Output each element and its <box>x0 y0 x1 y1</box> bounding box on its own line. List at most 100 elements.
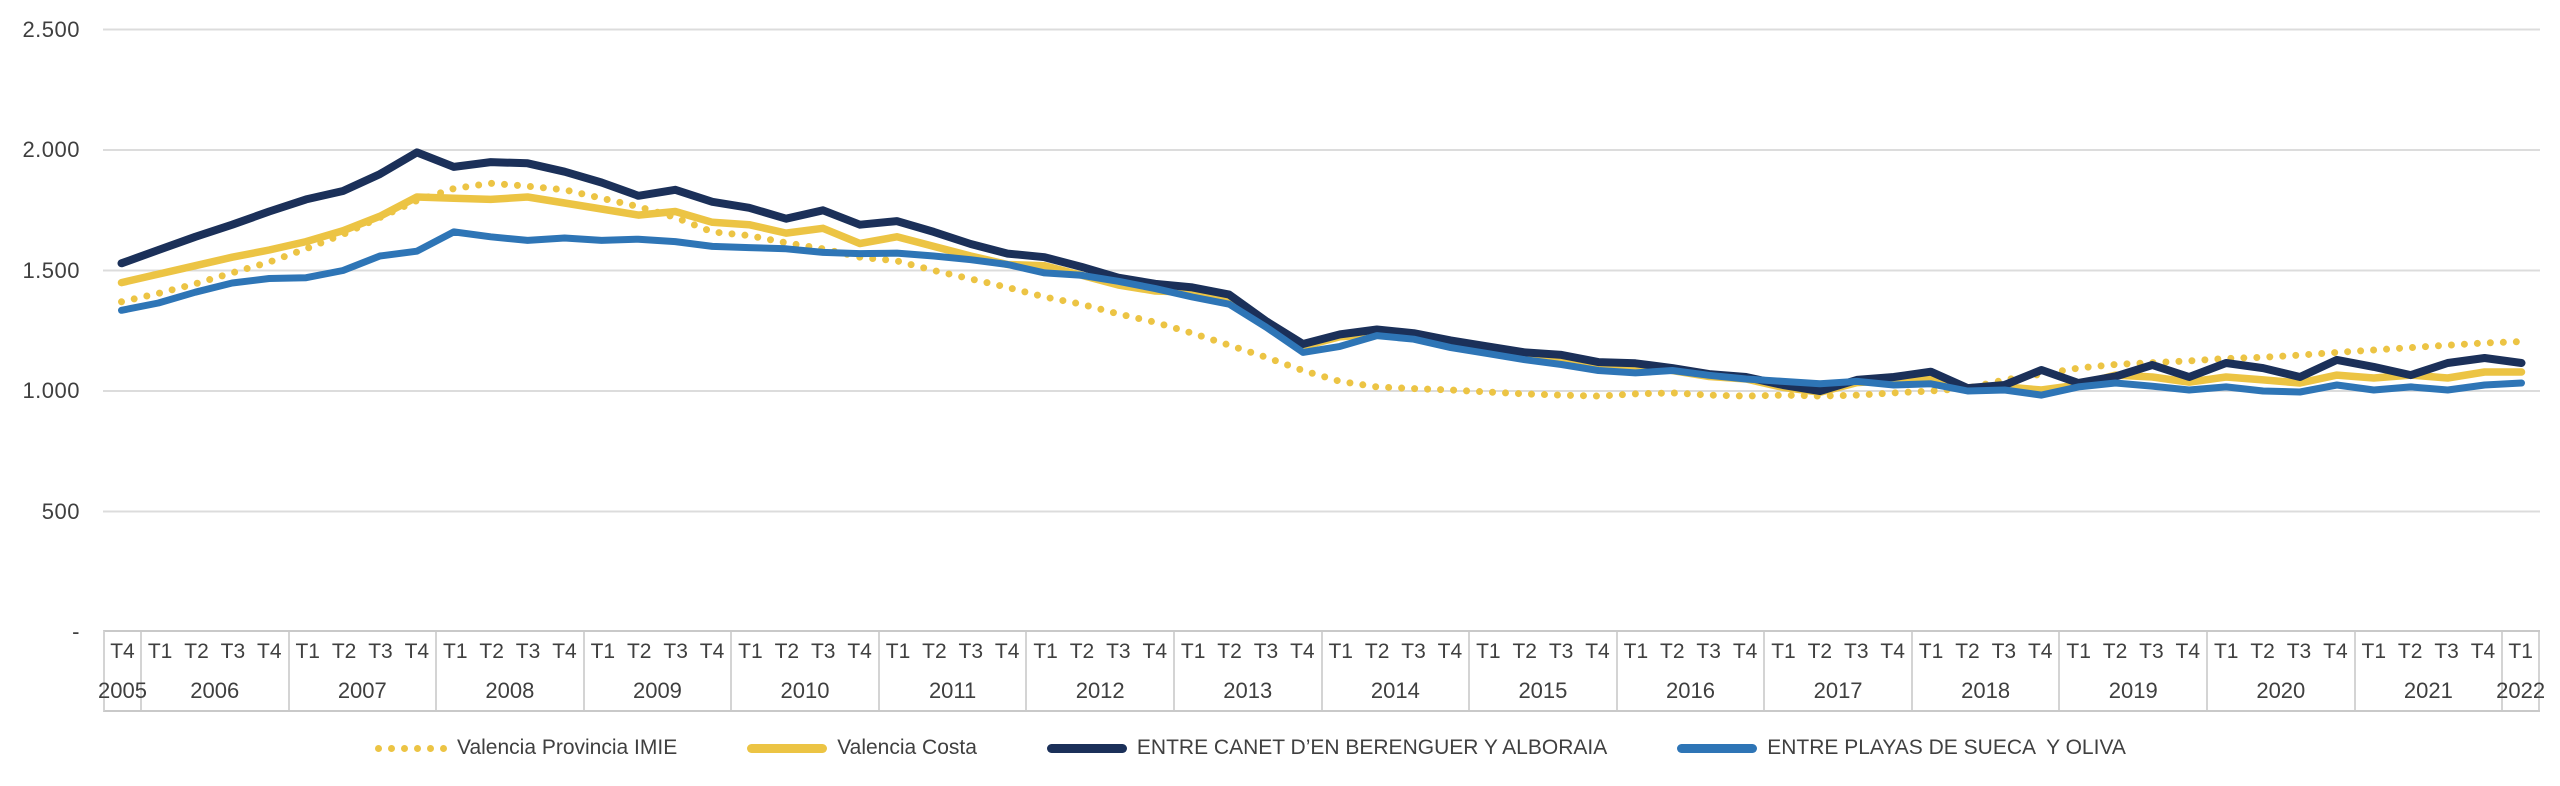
x-axis-year-group: T1 T2 T3 T4 2016 <box>1618 632 1766 710</box>
x-axis-year-group: T1 T2 T3 T4 2010 <box>732 632 880 710</box>
x-axis-quarter-label: T1 <box>1476 640 1501 664</box>
x-axis-quarter-label: T1 <box>885 640 911 664</box>
x-axis-quarter-label: T3 <box>1991 640 2017 664</box>
x-axis-quarter-label: T1 <box>1918 640 1944 664</box>
x-axis-quarter-label: T2 <box>1364 640 1390 664</box>
x-axis-year-label: 2008 <box>485 678 535 704</box>
x-axis-quarter-label: T3 <box>2286 640 2312 664</box>
series-line-2 <box>117 193 2526 396</box>
x-axis-quarter-label: T3 <box>1253 640 1279 664</box>
x-axis-quarter-label: T4 <box>1290 640 1315 664</box>
x-axis-quarter-label: T1 <box>147 640 173 664</box>
x-axis-year-group: T1 T2 T3 T4 2009 <box>585 632 733 710</box>
x-axis-quarter-label: T4 <box>257 640 282 664</box>
x-axis-quarter-label: T3 <box>1548 640 1574 664</box>
x-axis-quarter-label: T2 <box>1955 640 1980 664</box>
x-axis-quarter-label: T3 <box>1696 640 1721 664</box>
x-axis-quarter-label: T2 <box>184 640 209 664</box>
x-axis-year-group: T1 T2 T3 T4 2007 <box>290 632 438 710</box>
legend-dot <box>401 744 408 752</box>
legend-label: ENTRE PLAYAS DE SUECA Y OLIVA <box>1767 736 2126 759</box>
x-axis-quarter-label: T2 <box>922 640 947 664</box>
x-axis-quarter-label: T4 <box>847 640 872 664</box>
legend-line-swatch <box>1677 743 1758 753</box>
y-axis-tick-label: 1.500 <box>22 257 80 283</box>
x-axis-year-label: 2007 <box>337 678 387 704</box>
x-axis-quarter-label: T2 <box>2102 640 2128 664</box>
x-axis-quarter-label: T3 <box>515 640 541 664</box>
x-axis-quarter-label: T3 <box>2434 640 2459 664</box>
x-axis-quarter-label: T4 <box>110 640 135 664</box>
x-axis-year-group: T1 T2 T3 T4 2006 <box>142 632 290 710</box>
x-axis-quarter-label: T3 <box>1401 640 1426 664</box>
x-axis-quarter-label: T1 <box>2361 640 2387 664</box>
x-axis-quarter-label: T4 <box>404 640 430 664</box>
legend-label: ENTRE CANET D’EN BERENGUER Y ALBORAIA <box>1136 736 1608 759</box>
legend-label: Valencia Costa <box>837 736 977 759</box>
x-axis-quarter-label: T2 <box>774 640 800 664</box>
x-axis-year-group: T1 T2 T3 T4 2011 <box>880 632 1028 710</box>
legend-dotted-line-swatch <box>375 744 447 752</box>
series-line-4 <box>118 228 2525 399</box>
x-axis-quarter-label: T1 <box>2066 640 2091 664</box>
x-axis-quarter-label: T2 <box>2397 640 2423 664</box>
x-axis-quarter-label: T4 <box>2470 640 2496 664</box>
x-axis-quarter-label: T3 <box>663 640 688 664</box>
x-axis-year-group: T4 2005 <box>97 632 147 710</box>
y-axis-tick-label: 1.000 <box>22 378 80 403</box>
legend-item: Valencia Costa <box>747 736 977 760</box>
x-axis-quarter-label: T2 <box>1807 640 1833 664</box>
y-axis-tick-label: - <box>72 619 80 644</box>
x-axis-quarter-label: T1 <box>2213 640 2239 664</box>
legend-item: ENTRE PLAYAS DE SUECA Y OLIVA <box>1677 736 2126 760</box>
x-axis: T4 2005 T1 T2 T3 T4 2006 T1 T2 T3 T4 2007 T1 T2 T3 T4 20… <box>97 630 2546 712</box>
x-axis-quarter-label: T3 <box>958 640 984 664</box>
x-axis-quarter-label: T3 <box>1106 640 1131 664</box>
x-axis-quarter-label: T2 <box>1217 640 1242 664</box>
x-axis-year-group: T1 T2 T3 T4 2012 <box>1027 632 1175 710</box>
x-axis-quarter-label: T4 <box>1880 640 1905 664</box>
y-axis-tick-label: 2.500 <box>22 16 80 42</box>
x-axis-quarter-label: T4 <box>552 640 577 664</box>
legend-item: ENTRE CANET D’EN BERENGUER Y ALBORAIA <box>1046 736 1608 760</box>
x-axis-year-label: 2021 <box>2403 678 2453 704</box>
x-axis-year-group: T1 T2 T3 T4 2015 <box>1470 632 1618 710</box>
x-axis-year-group: T1 T2 T3 T4 2020 <box>2208 632 2356 710</box>
y-axis-tick-label: 2.000 <box>22 137 80 162</box>
x-axis-year-label: 2014 <box>1370 678 1420 704</box>
x-axis-quarter-label: T2 <box>1660 640 1685 664</box>
x-axis-year-group: T1 T2 T3 T4 2017 <box>1765 632 1913 710</box>
x-axis-quarter-label: T2 <box>2250 640 2275 664</box>
x-axis-quarter-label: T1 <box>590 640 616 664</box>
x-axis-year-label: 2017 <box>1813 678 1863 704</box>
x-axis-quarter-label: T2 <box>1512 640 1537 664</box>
x-axis-year-label: 2005 <box>97 678 147 704</box>
x-axis-year-label: 2020 <box>2256 678 2306 704</box>
x-axis-year-group: T1 T2 T3 T4 2021 <box>2356 632 2504 710</box>
series-line-3 <box>117 148 2526 395</box>
x-axis-quarter-label: T4 <box>2027 640 2053 664</box>
legend-dot <box>440 744 447 752</box>
x-axis-quarter-label: T4 <box>2175 640 2201 664</box>
series-line-1 <box>118 179 2525 400</box>
x-axis-quarter-label: T1 <box>2508 640 2533 664</box>
legend-label: Valencia Provincia IMIE <box>457 736 678 759</box>
x-axis-quarter-label: T3 <box>368 640 393 664</box>
legend-dot <box>427 744 434 752</box>
x-axis-quarter-label: T4 <box>1437 640 1463 664</box>
x-axis-quarter-label: T1 <box>295 640 320 664</box>
x-axis-year-group: T1 T2 T3 T4 2013 <box>1175 632 1323 710</box>
y-axis-tick-label: 500 <box>41 498 80 524</box>
x-axis-quarter-label: T1 <box>443 640 468 664</box>
x-axis-year-group: T1 T2 T3 T4 2008 <box>437 632 585 710</box>
x-axis-year-label: 2019 <box>2108 678 2158 704</box>
x-axis-quarter-label: T4 <box>699 640 725 664</box>
x-axis-year-label: 2022 <box>2496 678 2546 704</box>
x-axis-year-label: 2018 <box>1961 678 2011 704</box>
legend-line-swatch <box>747 743 828 753</box>
x-axis-year-group: T1 T2 T3 T4 2019 <box>2060 632 2209 710</box>
x-axis-quarter-label: T1 <box>1623 640 1649 664</box>
x-axis-quarter-label: T4 <box>2323 640 2348 664</box>
x-axis-quarter-label: T1 <box>1033 640 1058 664</box>
x-axis-year-label: 2012 <box>1075 678 1125 704</box>
